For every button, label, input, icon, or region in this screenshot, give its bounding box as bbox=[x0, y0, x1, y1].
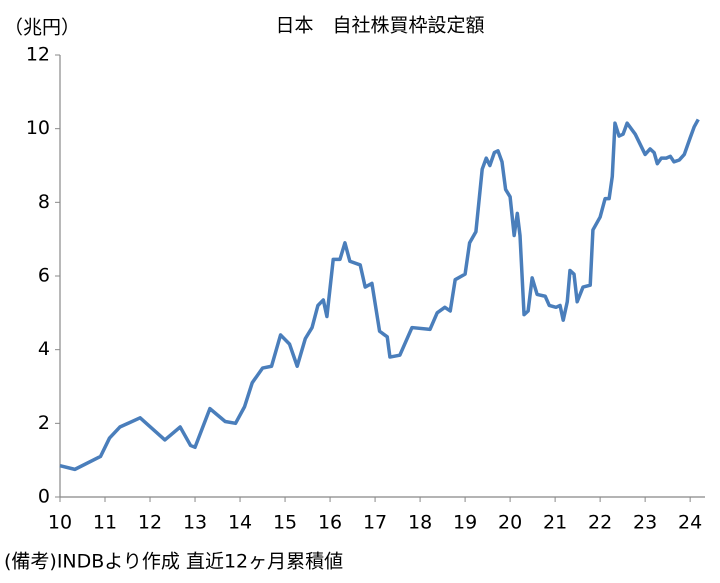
x-tick-label: 13 bbox=[183, 512, 207, 534]
y-tick-label: 2 bbox=[38, 412, 50, 434]
y-tick-label: 8 bbox=[38, 191, 50, 213]
data-line bbox=[59, 118, 700, 472]
x-tick-label: 21 bbox=[543, 512, 567, 534]
x-tick-label: 11 bbox=[93, 512, 117, 534]
y-tick-label: 0 bbox=[38, 486, 50, 508]
x-tick-label: 15 bbox=[273, 512, 297, 534]
x-tick-label: 14 bbox=[228, 512, 252, 534]
x-tick-label: 17 bbox=[363, 512, 387, 534]
note: (備考)INDBより作成 直近12ヶ月累積値 bbox=[4, 551, 343, 573]
chart-title: 日本 自社株買枠設定額 bbox=[275, 15, 484, 37]
y-tick-label: 10 bbox=[26, 117, 50, 139]
y-axis-unit: （兆円） bbox=[4, 17, 80, 39]
x-tick-label: 16 bbox=[318, 512, 342, 534]
x-tick-label: 10 bbox=[48, 512, 72, 534]
x-tick-label: 23 bbox=[633, 512, 657, 534]
x-tick-label: 19 bbox=[453, 512, 477, 534]
x-tick-label: 12 bbox=[138, 512, 162, 534]
x-tick-label: 22 bbox=[588, 512, 612, 534]
x-tick-label: 24 bbox=[678, 512, 702, 534]
y-tick-label: 4 bbox=[38, 338, 50, 360]
y-tick-label: 6 bbox=[38, 265, 50, 287]
y-tick-label: 12 bbox=[26, 44, 50, 66]
x-tick-label: 20 bbox=[498, 512, 522, 534]
x-tick-label: 18 bbox=[408, 512, 432, 534]
